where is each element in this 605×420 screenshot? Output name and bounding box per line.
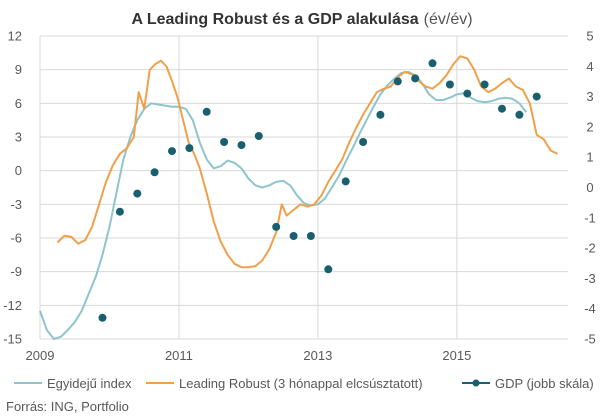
y-right-tick-label: 5: [586, 29, 593, 44]
legend-marker-gdp: [472, 379, 480, 387]
gdp-point: [237, 141, 246, 150]
x-tick-label: 2013: [303, 348, 332, 363]
gdp-point: [480, 80, 489, 89]
y-right-tick-label: -4: [584, 301, 596, 316]
y-left-tick-label: -12: [3, 298, 22, 313]
gdp-point: [202, 107, 211, 116]
y-left-tick-label: -9: [10, 264, 22, 279]
gdp-point: [532, 92, 541, 101]
gdp-point: [168, 147, 176, 156]
gdp-point: [341, 177, 350, 186]
y-right-tick-label: -3: [584, 271, 596, 286]
y-right-tick-label: -1: [584, 210, 596, 225]
x-tick-label: 2011: [165, 348, 193, 363]
gdp-point: [498, 104, 506, 113]
y-left-tick-label: 6: [15, 96, 22, 111]
chart-title: A Leading Robust és a GDP alakulása (év/é…: [131, 11, 472, 28]
y-right-tick-label: -2: [584, 241, 596, 256]
legend-label-leading-robust: Leading Robust (3 hónappal elcsúsztatott…: [179, 376, 423, 391]
y-left-tick-label: 9: [15, 62, 22, 77]
chart-title-main: A Leading Robust és a GDP alakulása: [131, 11, 418, 28]
grid-lines: [39, 35, 568, 340]
x-axis-labels: 2009 2011 2013 2015: [26, 348, 472, 363]
gdp-point: [289, 232, 298, 240]
y-right-tick-label: 2: [586, 119, 593, 134]
gdp-point: [254, 132, 263, 140]
gdp-point: [98, 313, 107, 322]
legend: Egyidejű index Leading Robust (3 hónappa…: [14, 376, 594, 391]
gdp-point: [324, 265, 333, 274]
y-left-tick-label: 3: [15, 130, 22, 145]
y-left-tick-label: -3: [10, 197, 22, 212]
y-left-tick-label: 0: [15, 163, 22, 178]
gdp-point: [445, 80, 454, 89]
chart-title-unit: (év/év): [424, 11, 473, 28]
gdp-point: [359, 138, 368, 146]
y-left-tick-label: -6: [10, 231, 22, 246]
gdp-point: [306, 232, 315, 240]
x-tick-label: 2015: [442, 348, 471, 363]
y-right-tick-label: -5: [584, 332, 596, 347]
gdp-point: [133, 189, 142, 198]
series-line: [56, 55, 559, 269]
series-layer: [39, 55, 559, 340]
gdp-point: [220, 138, 229, 146]
y-right-tick-label: 0: [586, 180, 593, 195]
legend-label-gdp: GDP (jobb skála): [495, 376, 594, 391]
gdp-point: [115, 207, 124, 216]
gdp-point: [515, 110, 524, 119]
series-line: [39, 70, 528, 340]
gdp-point: [150, 168, 159, 177]
gdp-point: [463, 89, 472, 98]
series-1: [56, 55, 559, 269]
y-axis-left-labels: 12 9 6 3 0 -3 -6 -9 -12 -15: [3, 29, 22, 347]
y-left-tick-label: -15: [3, 332, 22, 347]
y-axis-right-labels: 5 4 3 2 1 0 -1 -2 -3 -4 -5: [584, 29, 596, 347]
y-right-tick-label: 1: [586, 150, 593, 165]
y-left-tick-label: 12: [8, 29, 22, 44]
series-0: [39, 70, 528, 340]
y-right-tick-label: 3: [586, 89, 593, 104]
gdp-point: [428, 59, 437, 68]
y-right-tick-label: 4: [586, 59, 593, 74]
gdp-point: [376, 110, 385, 119]
source-note: Forrás: ING, Portfolio: [6, 399, 129, 414]
gdp-point: [185, 144, 194, 153]
gdp-point: [272, 222, 281, 231]
x-tick-label: 2009: [26, 348, 55, 363]
legend-label-egyideju: Egyidejű index: [47, 376, 132, 391]
gdp-point: [393, 77, 402, 86]
series-2: [98, 59, 541, 322]
gdp-point: [411, 74, 420, 83]
